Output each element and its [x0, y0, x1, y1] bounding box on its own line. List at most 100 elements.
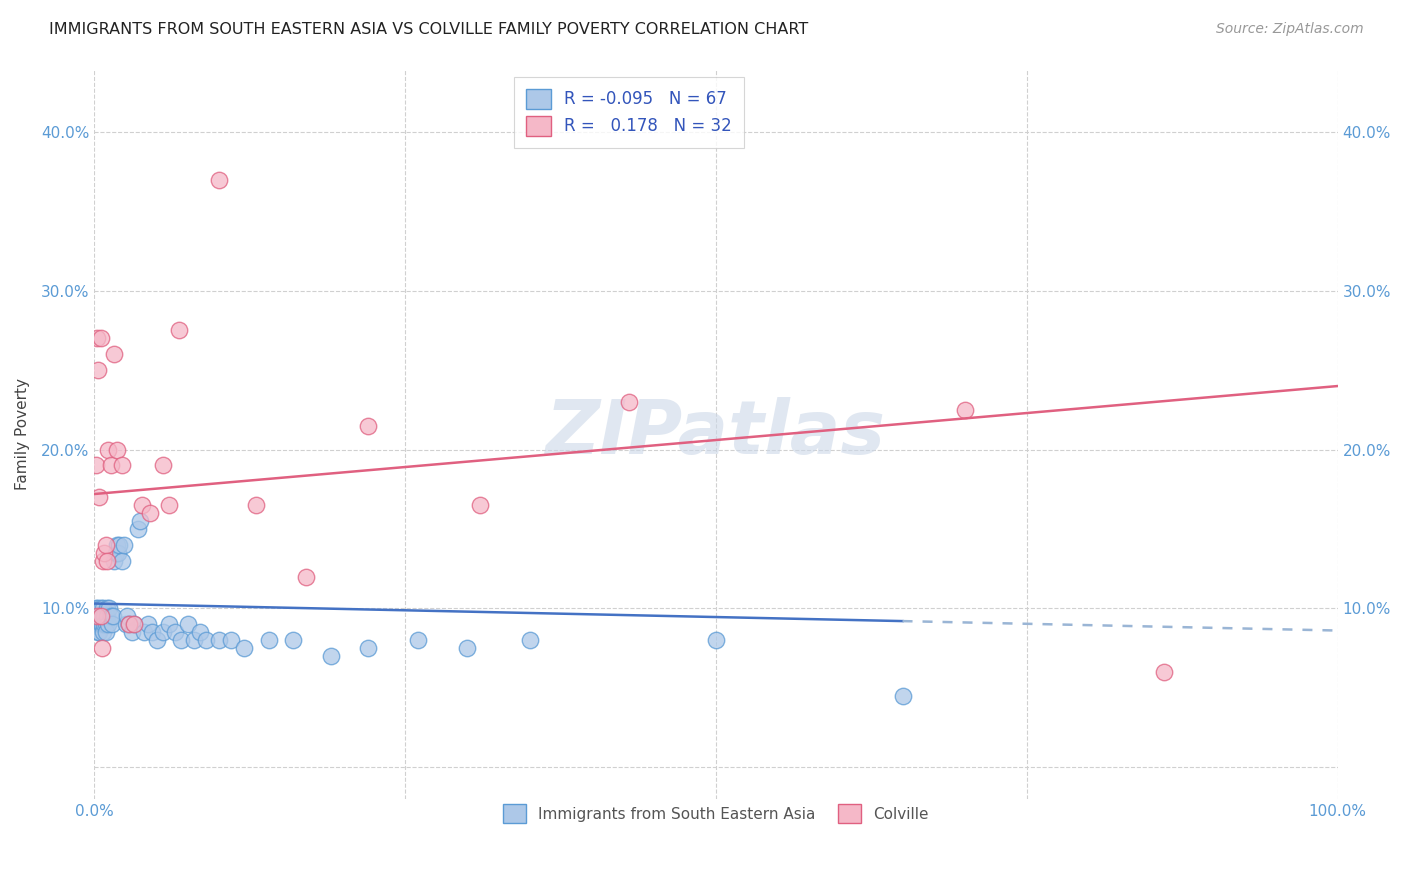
- Point: [104, 546, 127, 560]
- Point: [105, 538, 128, 552]
- Point: [97, 617, 120, 632]
- Point: [86, 609, 108, 624]
- Point: [134, 625, 156, 640]
- Point: [157, 617, 180, 632]
- Point: [617, 395, 640, 409]
- Point: [103, 347, 125, 361]
- Point: [84, 601, 107, 615]
- Point: [152, 625, 174, 640]
- Point: [90, 601, 112, 615]
- Point: [891, 689, 914, 703]
- Point: [89, 609, 111, 624]
- Legend: Immigrants from South Eastern Asia, Colville: Immigrants from South Eastern Asia, Colv…: [491, 792, 941, 835]
- Point: [100, 609, 122, 624]
- Point: [157, 498, 180, 512]
- Point: [93, 546, 115, 560]
- Point: [1153, 665, 1175, 679]
- Point: [468, 498, 491, 512]
- Point: [96, 601, 118, 615]
- Point: [90, 609, 112, 624]
- Point: [152, 458, 174, 473]
- Point: [183, 633, 205, 648]
- Point: [100, 458, 122, 473]
- Point: [94, 625, 117, 640]
- Point: [232, 640, 254, 655]
- Point: [195, 633, 218, 648]
- Point: [953, 402, 976, 417]
- Point: [91, 609, 114, 624]
- Point: [101, 609, 124, 624]
- Point: [118, 617, 141, 632]
- Point: [87, 625, 110, 640]
- Point: [245, 498, 267, 512]
- Point: [91, 625, 114, 640]
- Point: [90, 617, 112, 632]
- Point: [127, 522, 149, 536]
- Point: [96, 609, 118, 624]
- Point: [86, 617, 108, 632]
- Point: [93, 617, 115, 632]
- Point: [165, 625, 187, 640]
- Point: [139, 506, 162, 520]
- Point: [121, 625, 143, 640]
- Point: [91, 554, 114, 568]
- Point: [357, 640, 380, 655]
- Y-axis label: Family Poverty: Family Poverty: [15, 377, 30, 490]
- Text: ZIPatlas: ZIPatlas: [546, 397, 886, 470]
- Point: [141, 625, 163, 640]
- Point: [115, 609, 138, 624]
- Point: [129, 514, 152, 528]
- Point: [283, 633, 305, 648]
- Point: [112, 538, 135, 552]
- Point: [145, 633, 167, 648]
- Point: [89, 625, 111, 640]
- Point: [87, 601, 110, 615]
- Point: [456, 640, 478, 655]
- Point: [122, 617, 145, 632]
- Point: [188, 625, 211, 640]
- Point: [208, 633, 231, 648]
- Point: [111, 554, 134, 568]
- Point: [519, 633, 541, 648]
- Text: IMMIGRANTS FROM SOUTH EASTERN ASIA VS COLVILLE FAMILY POVERTY CORRELATION CHART: IMMIGRANTS FROM SOUTH EASTERN ASIA VS CO…: [49, 22, 808, 37]
- Point: [136, 617, 159, 632]
- Point: [84, 609, 107, 624]
- Point: [86, 609, 108, 624]
- Point: [94, 617, 117, 632]
- Point: [131, 498, 153, 512]
- Point: [107, 546, 129, 560]
- Point: [105, 442, 128, 457]
- Point: [114, 617, 136, 632]
- Point: [111, 458, 134, 473]
- Point: [319, 648, 342, 663]
- Text: Source: ZipAtlas.com: Source: ZipAtlas.com: [1216, 22, 1364, 37]
- Point: [91, 601, 114, 615]
- Point: [295, 569, 318, 583]
- Point: [90, 640, 112, 655]
- Point: [704, 633, 727, 648]
- Point: [170, 633, 193, 648]
- Point: [89, 617, 111, 632]
- Point: [167, 323, 190, 337]
- Point: [122, 617, 145, 632]
- Point: [219, 633, 242, 648]
- Point: [84, 458, 107, 473]
- Point: [208, 172, 231, 186]
- Point: [257, 633, 280, 648]
- Point: [97, 442, 120, 457]
- Point: [357, 418, 380, 433]
- Point: [90, 609, 112, 624]
- Point: [118, 617, 141, 632]
- Point: [406, 633, 429, 648]
- Point: [90, 609, 112, 624]
- Point: [93, 609, 115, 624]
- Point: [103, 554, 125, 568]
- Point: [89, 490, 111, 504]
- Point: [87, 609, 110, 624]
- Point: [86, 331, 108, 345]
- Point: [108, 538, 131, 552]
- Point: [87, 363, 110, 377]
- Point: [101, 617, 124, 632]
- Point: [96, 554, 118, 568]
- Point: [90, 617, 112, 632]
